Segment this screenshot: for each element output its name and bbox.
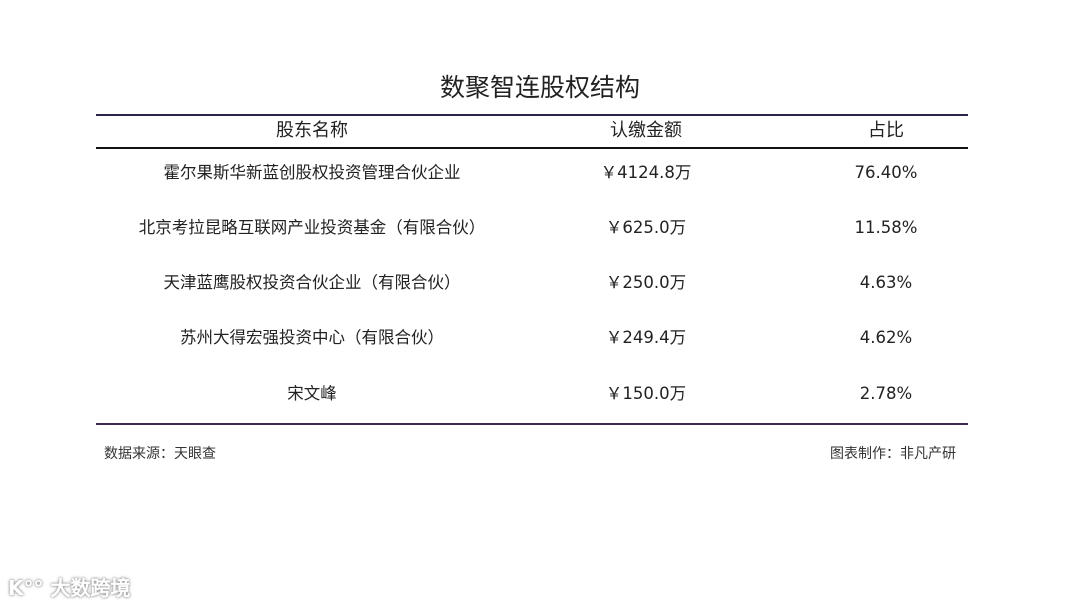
share-ratio: 76.40% [854,163,918,182]
shareholder-name: 宋文峰 [287,384,337,403]
share-ratio: 4.63% [859,273,913,292]
header-amount: 认缴金额 [610,120,682,141]
header-ratio: 占比 [868,120,904,141]
subscribed-amount: ￥250.0万 [605,273,687,292]
subscribed-amount: ￥249.4万 [605,328,687,347]
shareholder-name: 北京考拉昆略互联网产业投资基金（有限合伙） [138,218,486,237]
table-row: 宋文峰 ￥150.0万 2.78% [96,379,968,409]
subscribed-amount: ￥4124.8万 [600,163,692,182]
data-source: 数据来源：天眼查 [104,446,216,462]
table-bottom-rule [96,423,968,425]
watermark-text: 大数跨境 [50,576,131,600]
watermark-logo: K°° 大数跨境 [8,572,130,601]
table-header: 股东名称 认缴金额 占比 [96,116,968,146]
subscribed-amount: ￥625.0万 [605,218,687,237]
shareholder-name: 霍尔果斯华新蓝创股权投资管理合伙企业 [163,163,461,182]
table-row: 苏州大得宏强投资中心（有限合伙） ￥249.4万 4.62% [96,323,968,353]
page-title: 数聚智连股权结构 [439,73,640,102]
shareholder-name: 苏州大得宏强投资中心（有限合伙） [180,328,444,347]
shareholder-name: 天津蓝鹰股权投资合伙企业（有限合伙） [163,273,461,292]
table-row: 天津蓝鹰股权投资合伙企业（有限合伙） ￥250.0万 4.63% [96,268,968,298]
header-name: 股东名称 [276,120,348,141]
table-top-rule [96,114,968,116]
header-rule [96,147,968,149]
subscribed-amount: ￥150.0万 [605,384,687,403]
share-ratio: 4.62% [859,328,913,347]
chart-credit: 图表制作：非凡产研 [830,446,956,462]
share-ratio: 2.78% [859,384,913,403]
logo-icon: K°° [8,576,51,600]
share-ratio: 11.58% [854,218,918,237]
table-row: 北京考拉昆略互联网产业投资基金（有限合伙） ￥625.0万 11.58% [96,213,968,243]
table-row: 霍尔果斯华新蓝创股权投资管理合伙企业 ￥4124.8万 76.40% [96,158,968,188]
